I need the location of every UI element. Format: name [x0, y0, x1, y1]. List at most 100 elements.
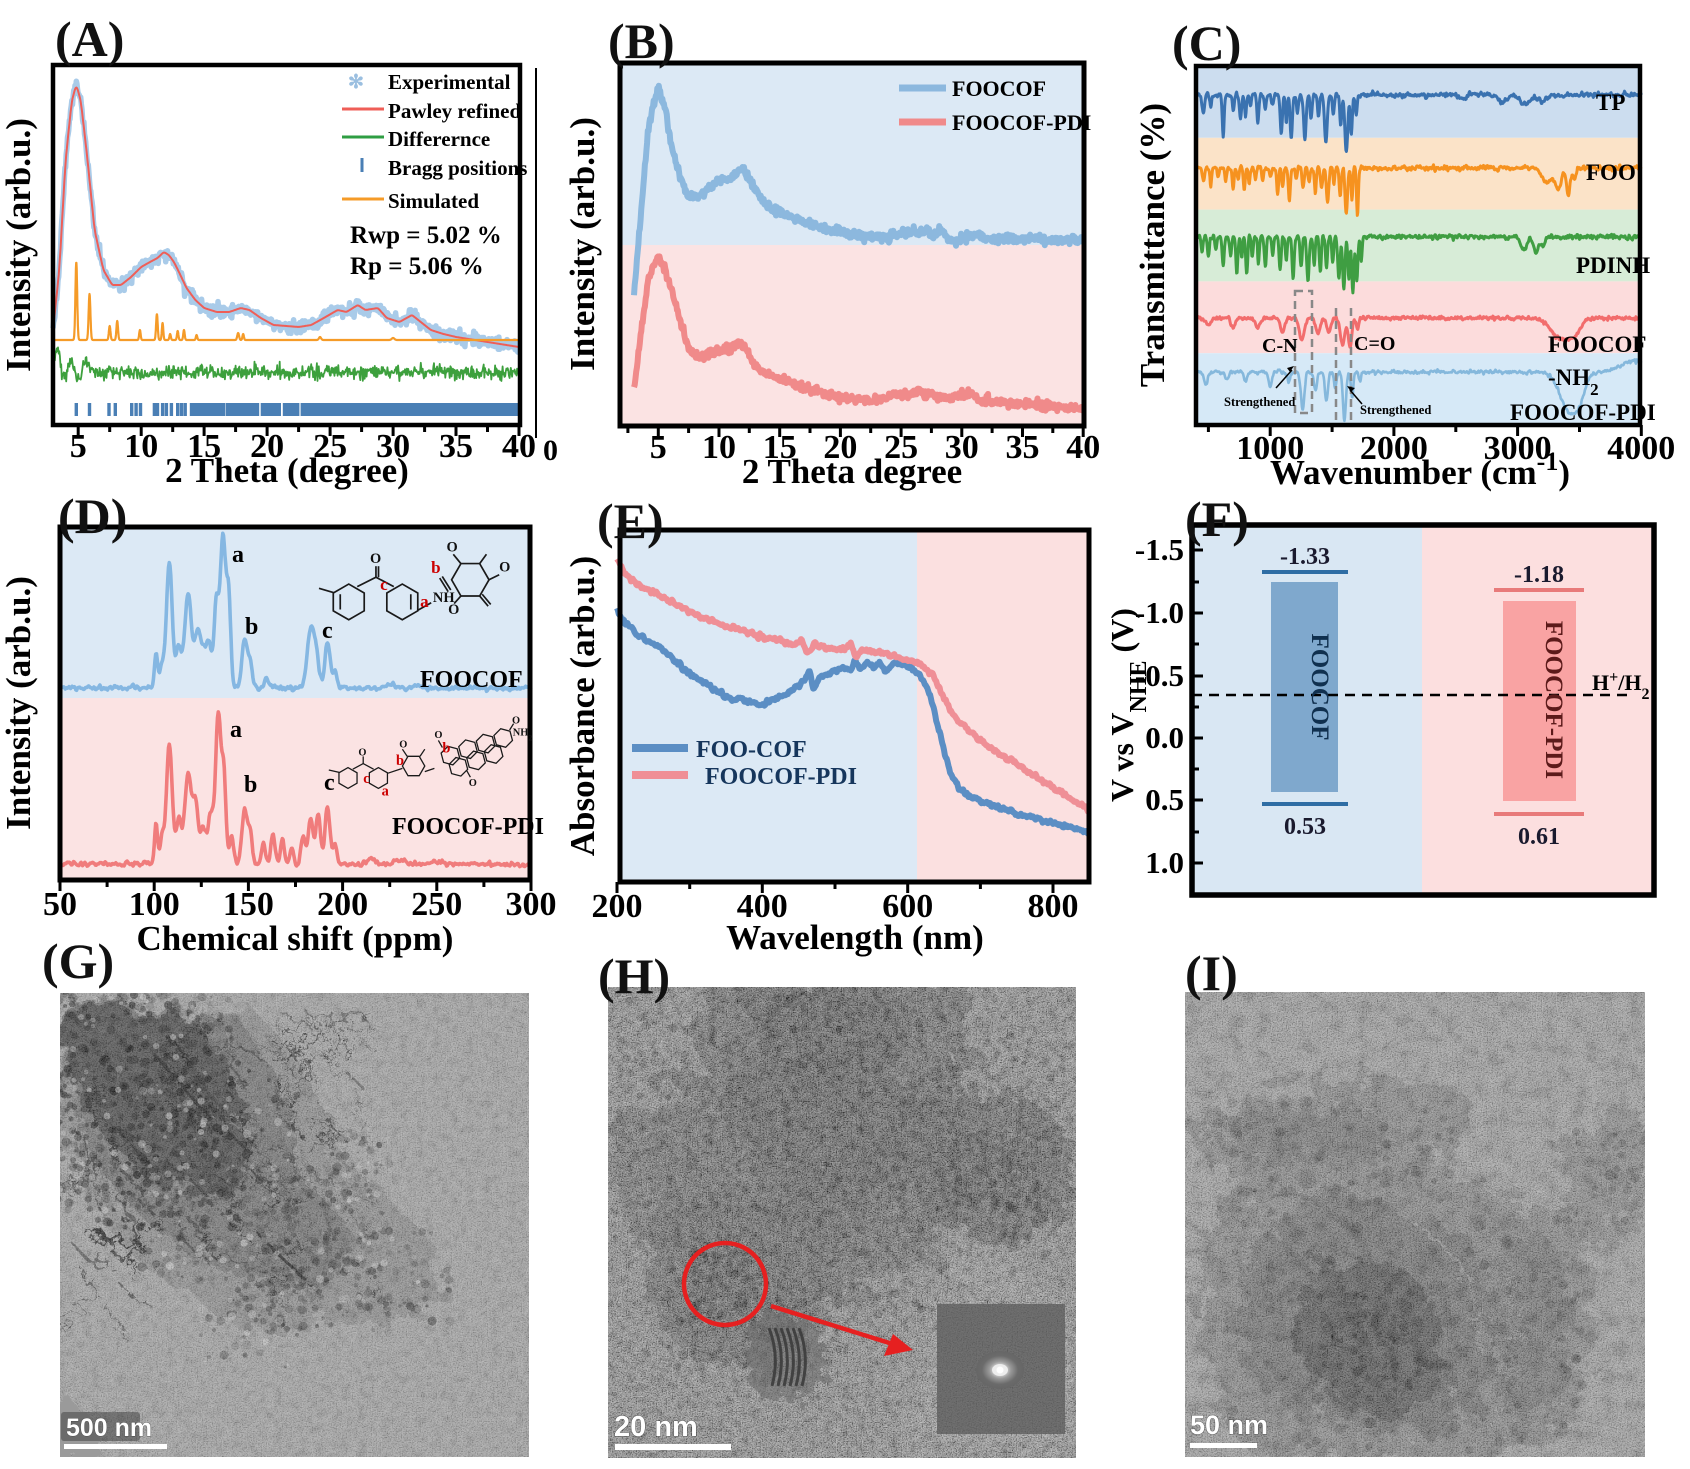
- svg-text:b: b: [396, 753, 404, 769]
- svg-text:0.61: 0.61: [1518, 824, 1560, 850]
- svg-text:35: 35: [439, 428, 473, 465]
- svg-text:40: 40: [1066, 429, 1100, 466]
- svg-text:Intensity (arb.u.): Intensity (arb.u.): [563, 117, 602, 371]
- svg-text:35: 35: [1006, 429, 1040, 466]
- svg-text:O: O: [469, 778, 477, 789]
- svg-text:5: 5: [650, 429, 667, 466]
- svg-text:c: c: [380, 575, 388, 594]
- svg-text:25: 25: [313, 428, 347, 465]
- svg-text:1.0: 1.0: [1145, 845, 1184, 880]
- svg-text:O: O: [434, 730, 442, 741]
- svg-text:20 nm: 20 nm: [614, 1411, 698, 1443]
- svg-text:NH: NH: [433, 590, 455, 606]
- svg-text:b: b: [244, 772, 257, 798]
- svg-text:FOOCOF-PDI: FOOCOF-PDI: [1540, 621, 1567, 779]
- svg-text:✻: ✻: [348, 72, 364, 93]
- svg-text:200: 200: [592, 888, 643, 925]
- svg-text:50 nm: 50 nm: [1190, 1410, 1268, 1440]
- svg-text:FOOCOF-PDI: FOOCOF-PDI: [705, 764, 857, 790]
- svg-text:100: 100: [129, 886, 180, 923]
- svg-text:O: O: [370, 551, 381, 567]
- svg-text:c: c: [363, 771, 370, 787]
- svg-text:30: 30: [945, 429, 979, 466]
- svg-text:Absorbance (arb.u.): Absorbance (arb.u.): [563, 556, 602, 856]
- svg-text:Intensity (arb.u.): Intensity (arb.u.): [0, 576, 38, 830]
- svg-text:15: 15: [187, 428, 221, 465]
- svg-text:FOO: FOO: [1586, 160, 1636, 185]
- svg-text:PDINH: PDINH: [1576, 253, 1650, 278]
- svg-text:C-N: C-N: [1262, 335, 1298, 357]
- svg-text:-1.18: -1.18: [1514, 562, 1564, 588]
- svg-text:5: 5: [70, 428, 87, 465]
- svg-text:600: 600: [882, 888, 933, 925]
- svg-text:Intensity (arb.u.): Intensity (arb.u.): [0, 118, 38, 372]
- svg-text:0.5: 0.5: [1145, 782, 1184, 817]
- svg-text:30: 30: [376, 428, 410, 465]
- svg-text:FOO-COF: FOO-COF: [696, 737, 807, 763]
- svg-text:Wavelength (nm): Wavelength (nm): [726, 918, 984, 957]
- svg-text:c: c: [324, 770, 335, 796]
- svg-text:Bragg positions: Bragg positions: [388, 156, 527, 180]
- svg-text:V vs VNHE (V): V vs VNHE (V): [1104, 608, 1152, 802]
- svg-text:FOOCOF: FOOCOF: [1306, 634, 1333, 741]
- svg-text:Pawley refined: Pawley refined: [388, 99, 521, 123]
- svg-text:-1.33: -1.33: [1280, 544, 1330, 570]
- svg-text:C=O: C=O: [1354, 333, 1395, 355]
- svg-text:O: O: [448, 602, 459, 618]
- svg-text:500 nm: 500 nm: [66, 1414, 152, 1442]
- svg-text:FOOCOF: FOOCOF: [952, 76, 1046, 101]
- svg-text:a: a: [420, 592, 429, 611]
- svg-text:0.0: 0.0: [1145, 720, 1184, 755]
- svg-text:40: 40: [502, 428, 536, 465]
- svg-text:O: O: [512, 716, 520, 727]
- svg-text:FOOCOF-PDI: FOOCOF-PDI: [952, 110, 1091, 135]
- svg-text:400: 400: [737, 888, 788, 925]
- svg-text:FOOCOF: FOOCOF: [1548, 332, 1646, 357]
- svg-text:O: O: [358, 748, 366, 759]
- svg-text:Chemical shift (ppm): Chemical shift (ppm): [137, 919, 454, 958]
- svg-text:NH2: NH2: [513, 728, 533, 743]
- svg-text:50: 50: [43, 886, 77, 923]
- svg-text:250: 250: [411, 886, 462, 923]
- svg-text:800: 800: [1028, 888, 1079, 925]
- svg-text:2 Theta (degree): 2 Theta (degree): [165, 451, 409, 490]
- svg-text:FOOCOF-PDI: FOOCOF-PDI: [1510, 400, 1656, 425]
- svg-text:b: b: [245, 614, 258, 640]
- svg-text:Strengthened: Strengthened: [1360, 403, 1431, 417]
- svg-text:0.53: 0.53: [1284, 814, 1326, 840]
- svg-text:O: O: [499, 559, 510, 575]
- svg-text:20: 20: [250, 428, 284, 465]
- svg-text:Experimental: Experimental: [388, 70, 511, 94]
- svg-text:-0.5: -0.5: [1135, 658, 1184, 693]
- svg-text:FOOCOF: FOOCOF: [420, 667, 523, 693]
- svg-text:150: 150: [223, 886, 274, 923]
- svg-text:1000: 1000: [1236, 430, 1304, 467]
- svg-text:Transmittance (%): Transmittance (%): [1133, 103, 1172, 387]
- svg-text:300: 300: [506, 886, 557, 923]
- svg-text:TP: TP: [1596, 90, 1625, 115]
- svg-text:c: c: [322, 618, 333, 644]
- svg-text:2 Theta degree: 2 Theta degree: [742, 452, 962, 491]
- svg-text:b: b: [442, 740, 450, 756]
- svg-text:a: a: [232, 542, 244, 568]
- svg-text:200: 200: [317, 886, 368, 923]
- svg-text:10: 10: [124, 428, 158, 465]
- svg-text:10: 10: [702, 429, 736, 466]
- svg-text:b: b: [431, 558, 440, 577]
- svg-text:25: 25: [884, 429, 918, 466]
- svg-text:a: a: [230, 717, 242, 743]
- svg-text:Simulated: Simulated: [388, 189, 479, 213]
- svg-text:O: O: [447, 540, 458, 556]
- svg-text:15: 15: [763, 429, 797, 466]
- svg-text:Rwp = 5.02 %: Rwp = 5.02 %: [350, 222, 502, 249]
- svg-text:20: 20: [823, 429, 857, 466]
- svg-text:Strengthened: Strengthened: [1224, 395, 1295, 409]
- svg-text:Rp = 5.06 %: Rp = 5.06 %: [350, 253, 484, 280]
- svg-text:4000: 4000: [1607, 430, 1675, 467]
- svg-text:FOOCOF-PDI: FOOCOF-PDI: [392, 814, 544, 840]
- svg-text:-1.5: -1.5: [1135, 532, 1184, 567]
- svg-text:3000: 3000: [1484, 430, 1552, 467]
- svg-text:a: a: [382, 784, 389, 800]
- svg-text:-1.0: -1.0: [1135, 595, 1184, 630]
- svg-text:0: 0: [543, 434, 558, 467]
